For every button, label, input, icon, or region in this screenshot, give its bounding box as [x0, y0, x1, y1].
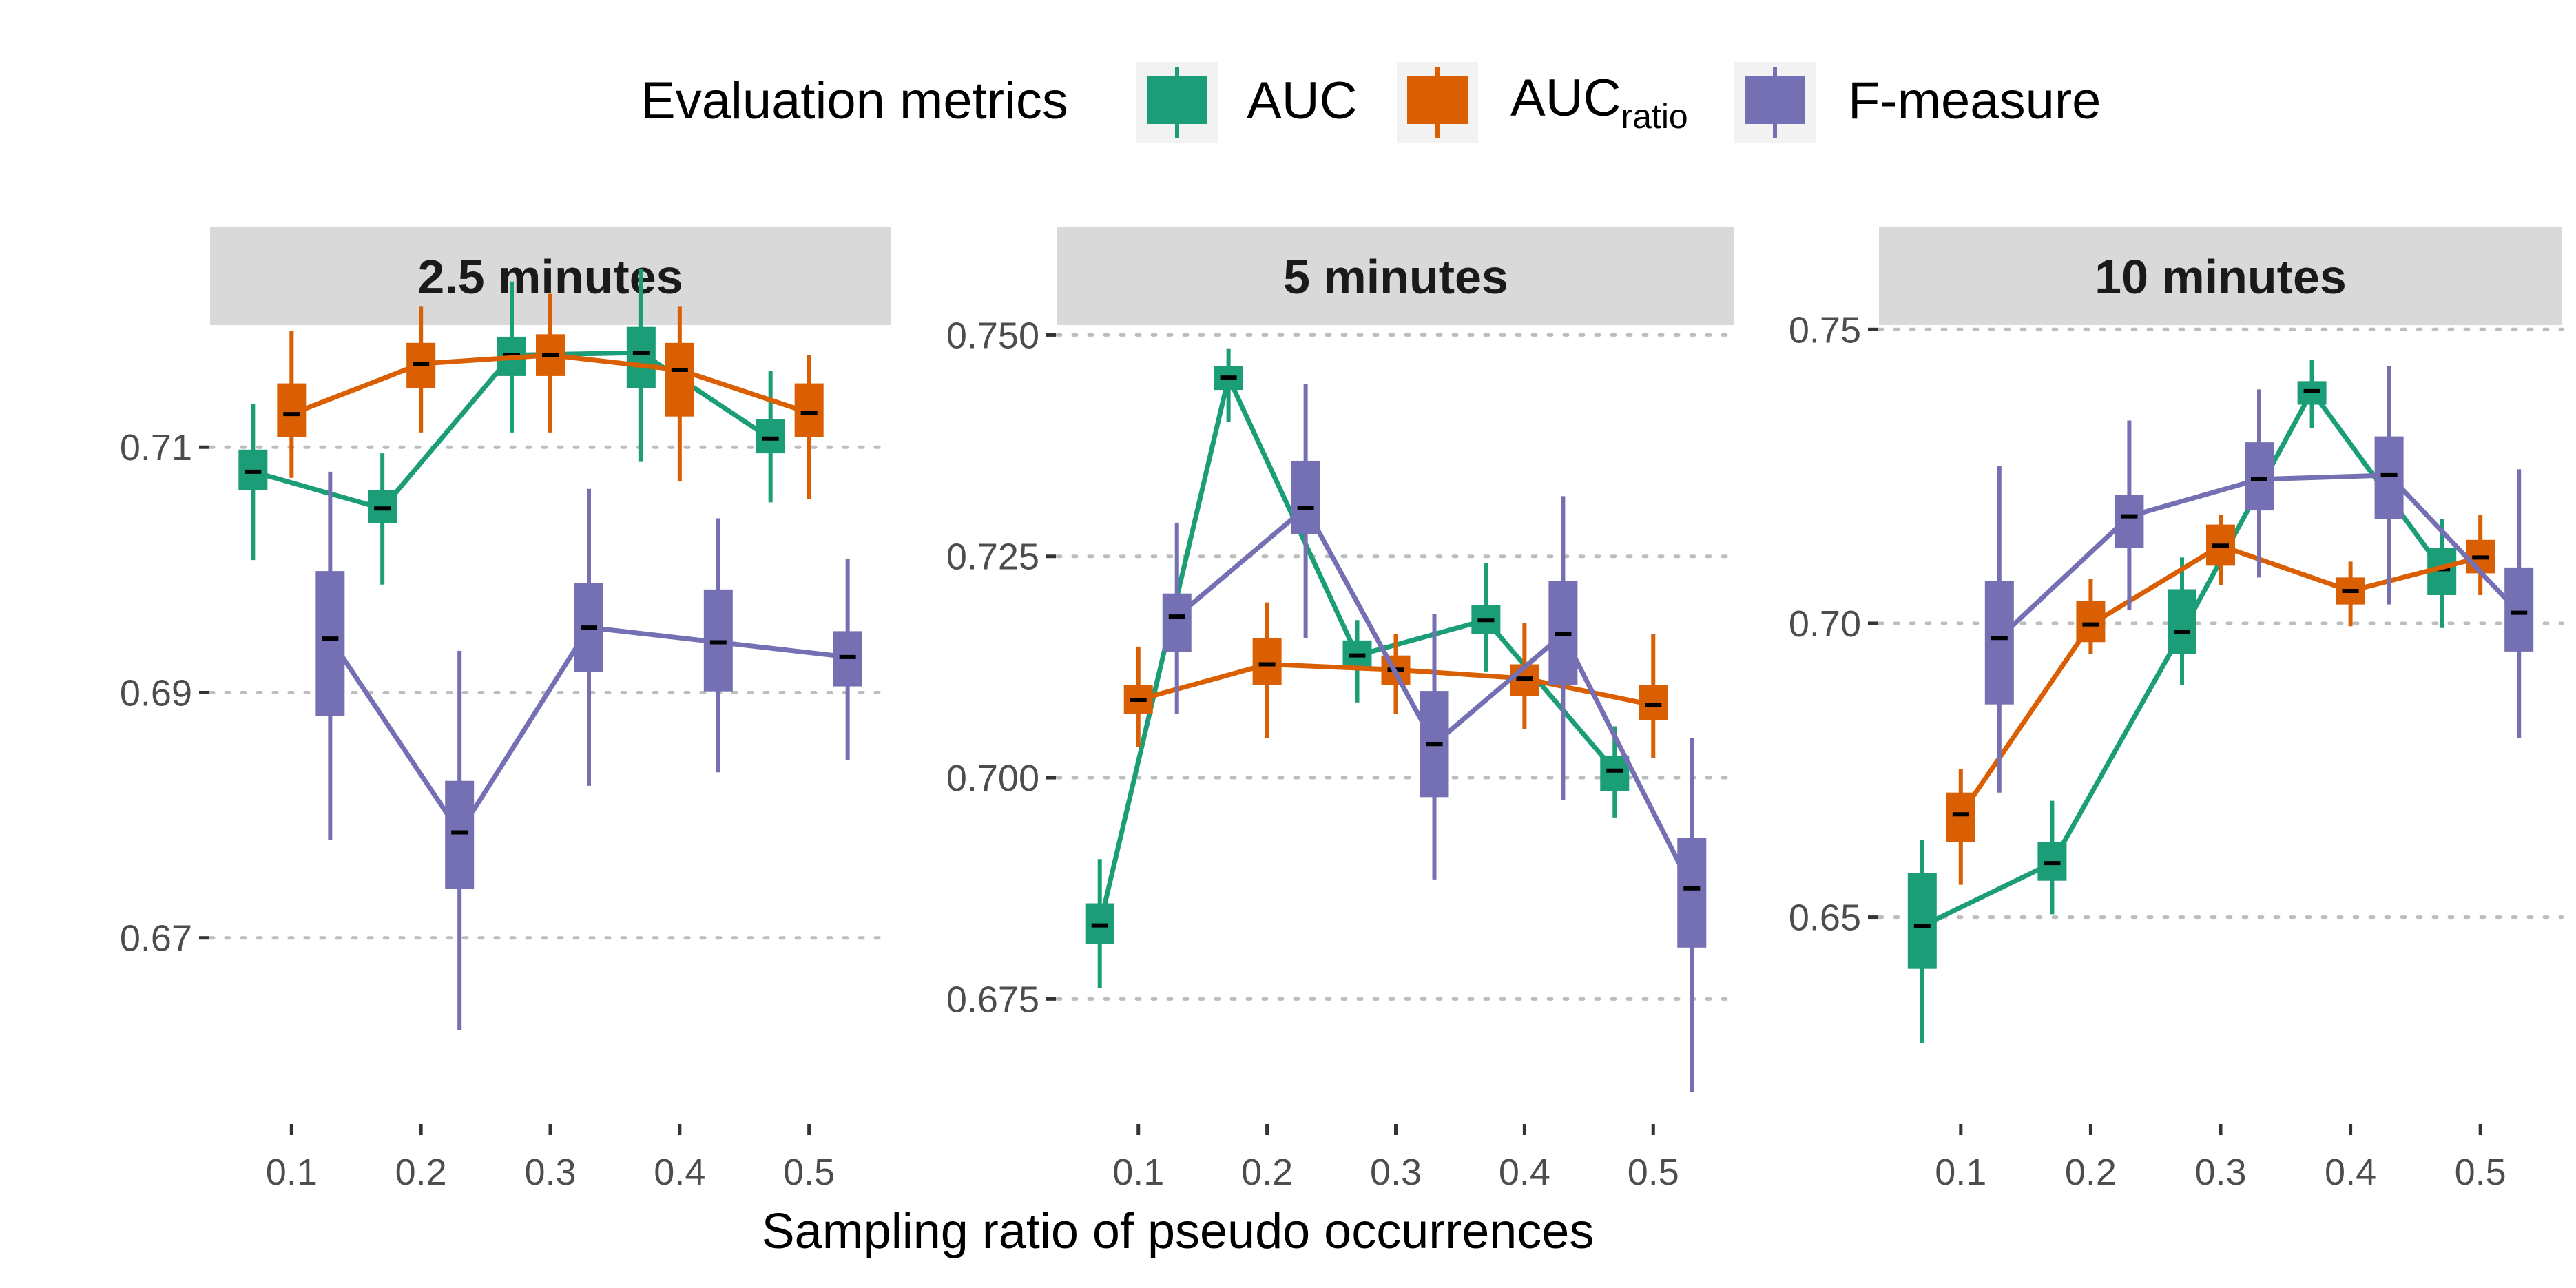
box — [2245, 442, 2274, 511]
panel-strip — [1057, 227, 1734, 325]
box — [2076, 601, 2106, 643]
box — [445, 780, 475, 889]
x-tick-label: 0.3 — [1370, 1152, 1422, 1193]
y-tick-label: 0.750 — [946, 315, 1039, 356]
box — [277, 383, 307, 437]
x-tick-label: 0.1 — [266, 1152, 318, 1193]
box — [1162, 593, 1192, 652]
y-tick-label: 0.675 — [946, 979, 1039, 1020]
legend-label-auc-ratio-sub: ratio — [1621, 97, 1687, 136]
legend-label-f-measure: F-measure — [1848, 72, 2101, 130]
x-tick-label: 0.4 — [654, 1152, 705, 1193]
legend-key-box — [1745, 76, 1805, 124]
series-f — [1984, 366, 2534, 793]
series-aucratio — [1123, 602, 1668, 758]
panel-title: 5 minutes — [1283, 250, 1508, 304]
y-tick-label: 0.700 — [946, 758, 1039, 799]
box — [794, 383, 824, 437]
box — [2504, 567, 2534, 652]
legend: Evaluation metrics AUC AUCratio F-measur… — [641, 62, 2101, 143]
panel-title: 10 minutes — [2095, 250, 2347, 304]
x-tick-label: 0.5 — [783, 1152, 835, 1193]
series-f — [1162, 384, 1707, 1092]
y-tick-label: 0.69 — [120, 672, 192, 714]
x-tick-label: 0.2 — [1241, 1152, 1293, 1193]
box — [1639, 685, 1668, 720]
legend-item-f-measure: F-measure — [1734, 62, 2101, 143]
box — [2115, 495, 2144, 548]
x-tick-label: 0.3 — [524, 1152, 576, 1193]
series-auc — [238, 269, 785, 585]
legend-label-auc: AUC — [1247, 72, 1357, 130]
legend-title: Evaluation metrics — [641, 72, 1068, 130]
x-tick-label: 0.3 — [2194, 1152, 2246, 1193]
x-tick-label: 0.4 — [2325, 1152, 2376, 1193]
y-tick-label: 0.75 — [1789, 309, 1861, 351]
series-f — [315, 471, 862, 1030]
x-tick-label: 0.1 — [1112, 1152, 1164, 1193]
box — [1907, 873, 1937, 969]
box — [1252, 637, 1282, 685]
panel-1: 5 minutes 0.675 0.700 0.725 0.750 0.1 0.2 0.3 0.… — [946, 227, 1736, 1193]
box — [315, 571, 345, 716]
x-tick-label: 0.5 — [1628, 1152, 1679, 1193]
box — [1984, 581, 2014, 705]
series-aucratio — [1946, 515, 2495, 885]
box — [1600, 755, 1630, 791]
box — [626, 326, 656, 388]
legend-label-auc-ratio: AUCratio — [1510, 69, 1688, 136]
box — [1946, 792, 1975, 842]
box — [2374, 436, 2404, 519]
x-tick-label: 0.5 — [2455, 1152, 2506, 1193]
legend-item-auc-ratio: AUCratio — [1397, 62, 1688, 143]
legend-key-box — [1147, 76, 1207, 124]
x-tick-label: 0.2 — [2065, 1152, 2117, 1193]
x-tick-label: 0.4 — [1499, 1152, 1550, 1193]
panel-2: 10 minutes 0.65 0.70 0.75 0.1 0.2 0.3 0.4 0.5 — [1789, 227, 2564, 1193]
box — [1677, 838, 1707, 948]
y-tick-label: 0.65 — [1789, 897, 1861, 939]
x-axis-title: Sampling ratio of pseudo occurrences — [762, 1204, 1595, 1259]
y-tick-label: 0.70 — [1789, 603, 1861, 645]
series-line — [1958, 543, 2482, 816]
series-aucratio — [277, 293, 824, 499]
y-tick-label: 0.725 — [946, 537, 1039, 578]
x-tick-label: 0.1 — [1935, 1152, 1986, 1193]
x-tick-label: 0.2 — [395, 1152, 447, 1193]
box — [756, 419, 785, 454]
y-tick-label: 0.67 — [120, 918, 192, 959]
legend-item-auc: AUC — [1136, 62, 1357, 143]
box — [2168, 589, 2196, 654]
box — [665, 342, 694, 417]
legend-key-box — [1407, 76, 1468, 124]
legend-label-auc-ratio-main: AUC — [1510, 69, 1621, 127]
y-tick-label: 0.71 — [120, 427, 192, 468]
box — [1291, 460, 1320, 534]
panel-strip — [1879, 227, 2562, 325]
